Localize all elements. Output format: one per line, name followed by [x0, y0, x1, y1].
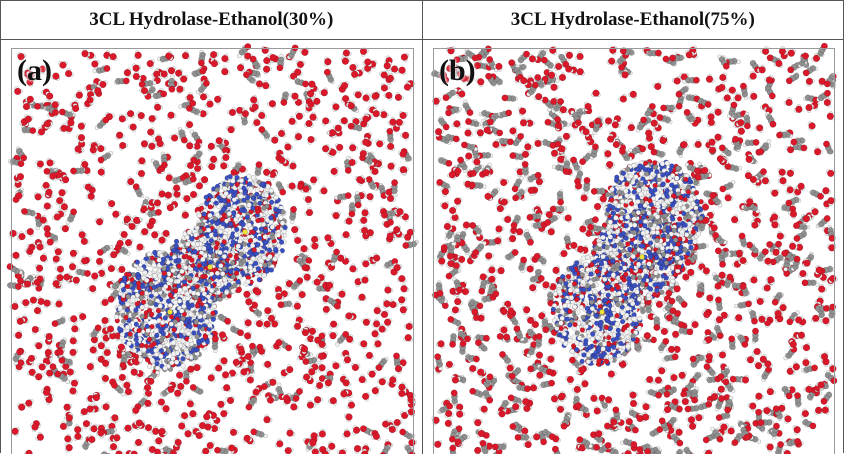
panel-a-label: (a): [17, 54, 52, 88]
panel-a-box: [11, 48, 414, 454]
panel-a-title: 3CL Hydrolase-Ethanol(30%): [1, 1, 422, 39]
header-row: 3CL Hydrolase-Ethanol(30%) 3CL Hydrolase…: [1, 1, 843, 40]
panel-b-box: [433, 48, 835, 454]
panel-b-label: (b): [439, 54, 476, 88]
panel-b: (b): [422, 40, 843, 454]
panel-b-title: 3CL Hydrolase-Ethanol(75%): [422, 1, 844, 39]
panel-a: (a): [1, 40, 422, 454]
